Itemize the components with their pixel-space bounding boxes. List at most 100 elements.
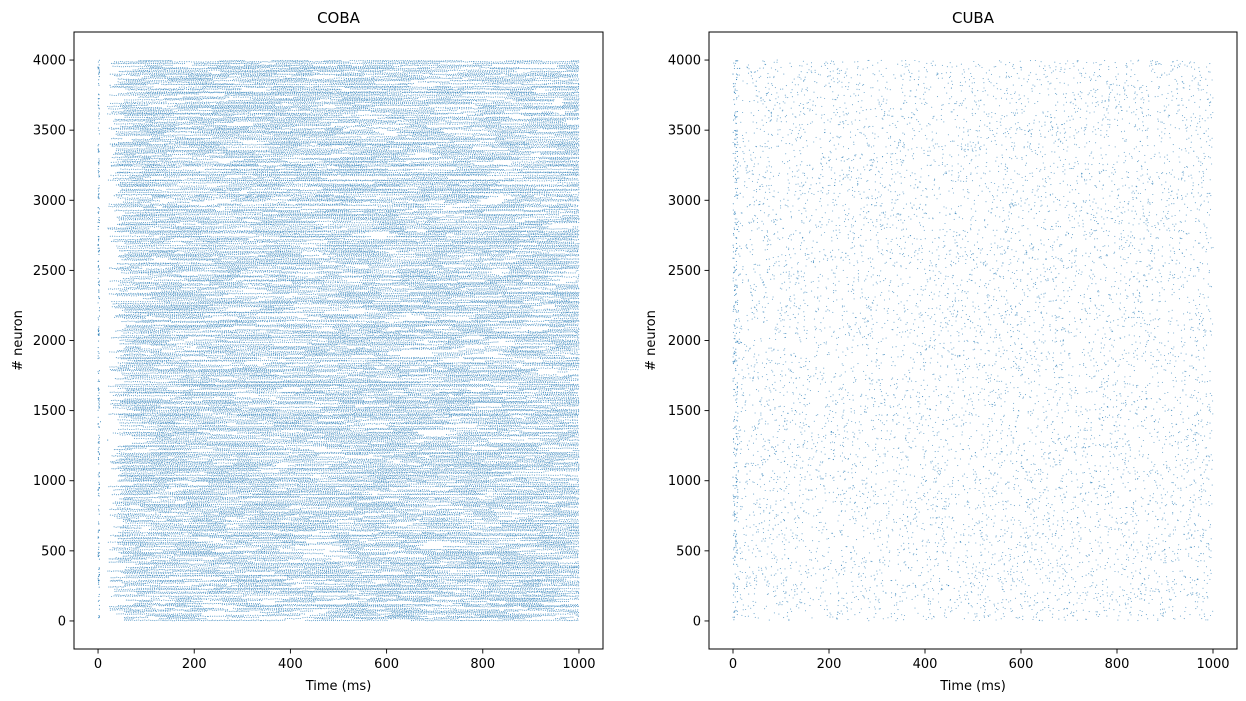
spike-dot [395, 615, 396, 616]
spike-dot [193, 618, 194, 619]
spike-dot [422, 618, 423, 619]
spike-dot [503, 615, 504, 616]
spike-dot [320, 617, 321, 618]
spike-dot [229, 616, 230, 617]
spike-dot [333, 615, 334, 616]
spike-dot [416, 612, 417, 613]
spike-dot [201, 618, 202, 619]
spike-dot [408, 614, 409, 615]
spike-dot [355, 613, 356, 614]
spike-dot [178, 618, 179, 619]
spike-dot [540, 620, 541, 621]
spike-dot [498, 617, 499, 618]
spike-dot [297, 609, 298, 610]
spike-dot [188, 617, 189, 618]
spike-dot [519, 618, 520, 619]
spike-dot [186, 617, 187, 618]
spike-dot [354, 615, 355, 616]
spike-dot [560, 617, 561, 618]
spike-dot [180, 620, 181, 621]
spike-dot [98, 355, 99, 356]
spike-dot [456, 612, 457, 613]
spike-dot [240, 615, 241, 616]
spike-dot [513, 617, 514, 618]
spike-dot [388, 618, 389, 619]
spike-dot [578, 616, 579, 617]
spike-dot [551, 611, 552, 612]
spike-dot [99, 473, 100, 474]
spike-dot [198, 619, 199, 620]
spike-dot [438, 617, 439, 618]
spike-dot [551, 613, 552, 614]
spike-dot [266, 609, 267, 610]
spike-dot [99, 285, 100, 286]
spike-dot [421, 620, 422, 621]
spike-dot [99, 400, 100, 401]
spike-dot [238, 615, 239, 616]
spike-dot [540, 616, 541, 617]
spike-dot [418, 612, 419, 613]
spike-dot [397, 612, 398, 613]
spike-dot [364, 615, 365, 616]
spike-dot [98, 175, 99, 176]
spike-dot [446, 618, 447, 619]
spike-dot [346, 612, 347, 613]
spike-dot [401, 615, 402, 616]
spike-dot [133, 610, 134, 611]
spike-dot [566, 620, 567, 621]
spike-dot [330, 615, 331, 616]
spike-dot [140, 612, 141, 613]
spike-dot [98, 347, 99, 348]
spike-dot [367, 614, 368, 615]
spike-dot [173, 616, 174, 617]
spike-dot [381, 611, 382, 612]
spike-dot [402, 615, 403, 616]
spike-dot [569, 612, 570, 613]
spike-dot [146, 620, 147, 621]
spike-dot [475, 620, 476, 621]
spike-dot [99, 392, 100, 393]
spike-dot [322, 617, 323, 618]
spike-dot [209, 620, 210, 621]
spike-dot [148, 610, 149, 611]
spike-dot [150, 614, 151, 615]
spike-dot [432, 618, 433, 619]
spike-dot [561, 610, 562, 611]
spike-dot [399, 617, 400, 618]
spike-dot [446, 620, 447, 621]
spike-dot [394, 611, 395, 612]
spike-dot [187, 614, 188, 615]
spike-dot [504, 612, 505, 613]
spike-dot [491, 615, 492, 616]
spike-dot [467, 616, 468, 617]
spike-dot [167, 618, 168, 619]
spike-dot [129, 611, 130, 612]
spike-dot [99, 454, 100, 455]
spike-dot [408, 612, 409, 613]
spike-dot [446, 611, 447, 612]
spike-dot [512, 616, 513, 617]
spike-dot [178, 620, 179, 621]
spike-dot [461, 616, 462, 617]
spike-dot [319, 620, 320, 621]
spike-dot [263, 615, 264, 616]
spike-dot [330, 612, 331, 613]
spike-dot [329, 618, 330, 619]
spike-dot [513, 618, 514, 619]
spike-dot [404, 618, 405, 619]
spike-dot [169, 618, 170, 619]
spike-dot [368, 612, 369, 613]
spike-dot [131, 614, 132, 615]
spike-dot [551, 620, 552, 621]
spike-dot [453, 616, 454, 617]
spike-dot [270, 609, 271, 610]
spike-dot [312, 615, 313, 616]
spike-dot [298, 618, 299, 619]
spike-dot [452, 620, 453, 621]
spike-dot [526, 614, 527, 615]
spike-dot [492, 615, 493, 616]
spike-dot [481, 611, 482, 612]
spike-dot [172, 609, 173, 610]
spike-dot [352, 615, 353, 616]
spike-dot [424, 612, 425, 613]
